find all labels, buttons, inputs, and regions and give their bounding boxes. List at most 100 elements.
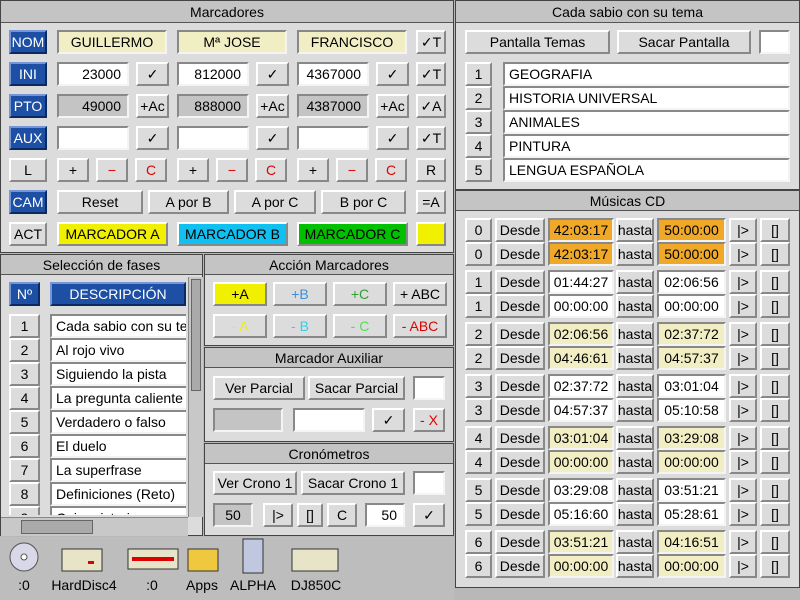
play-button[interactable]: |> xyxy=(729,294,757,318)
player-name-field[interactable]: FRANCISCO xyxy=(297,30,407,54)
track-button[interactable]: 0 xyxy=(465,242,492,266)
phase-number[interactable]: 3 xyxy=(9,362,40,386)
stop-button[interactable]: [] xyxy=(760,554,790,578)
score-field[interactable]: 888000 xyxy=(177,94,249,118)
score-field[interactable]: 23000 xyxy=(57,62,129,86)
horizontal-scrollbar[interactable] xyxy=(1,517,188,536)
play-button[interactable]: |> xyxy=(729,502,757,526)
track-button[interactable]: 4 xyxy=(465,426,492,450)
track-button[interactable]: 5 xyxy=(465,502,492,526)
end-time-field[interactable]: 00:00:00 xyxy=(657,450,726,474)
phase-number[interactable]: 8 xyxy=(9,482,40,506)
start-time-field[interactable]: 04:57:37 xyxy=(548,398,614,422)
adjust-button[interactable]: + xyxy=(177,158,209,182)
track-button[interactable]: 0 xyxy=(465,218,492,242)
aux-button[interactable]: ✓ xyxy=(372,408,405,432)
end-time-field[interactable]: 04:16:51 xyxy=(657,530,726,554)
action-button[interactable]: ✓A xyxy=(416,94,446,118)
phase-number[interactable]: 4 xyxy=(9,386,40,410)
play-button[interactable]: |> xyxy=(729,218,757,242)
icon-label[interactable]: :0 xyxy=(146,577,158,593)
phase-number[interactable]: 5 xyxy=(9,410,40,434)
track-button[interactable]: 1 xyxy=(465,294,492,318)
phase-field[interactable]: Verdadero o falso xyxy=(50,410,186,434)
topic-button[interactable]: Sacar Pantalla xyxy=(617,30,751,54)
active-score-button[interactable]: MARCADOR B xyxy=(177,222,288,246)
play-button[interactable]: |> xyxy=(729,270,757,294)
score-button[interactable]: +Ac xyxy=(376,94,409,118)
phase-number[interactable]: 7 xyxy=(9,458,40,482)
play-button[interactable]: |> xyxy=(729,374,757,398)
stop-button[interactable]: [] xyxy=(760,294,790,318)
icon-label[interactable]: DJ850C xyxy=(290,577,342,593)
score-field[interactable]: 812000 xyxy=(177,62,249,86)
phase-field[interactable]: Al rojo vivo xyxy=(50,338,186,362)
start-time-field[interactable]: 42:03:17 xyxy=(548,218,614,242)
stop-button[interactable]: [] xyxy=(760,242,790,266)
score-action-button[interactable]: +C xyxy=(333,282,387,306)
topic-number[interactable]: 2 xyxy=(465,86,492,110)
aux-button[interactable]: Sacar Parcial xyxy=(308,376,405,400)
adjust-button[interactable]: + xyxy=(57,158,89,182)
stop-button[interactable]: [] xyxy=(760,398,790,422)
end-time-field[interactable]: 50:00:00 xyxy=(657,218,726,242)
phase-field[interactable]: Cada sabio con su tema xyxy=(50,314,186,338)
end-time-field[interactable]: 03:51:21 xyxy=(657,478,726,502)
start-time-field[interactable]: 05:16:60 xyxy=(548,502,614,526)
track-button[interactable]: 5 xyxy=(465,478,492,502)
timer-button[interactable]: Ver Crono 1 xyxy=(213,471,297,495)
adjust-button[interactable]: C xyxy=(135,158,167,182)
adjust-button[interactable]: − xyxy=(96,158,128,182)
topic-field[interactable]: ANIMALES xyxy=(503,110,790,134)
action-button[interactable]: R xyxy=(416,158,446,182)
phase-field[interactable]: Caja misteriosa xyxy=(50,506,186,515)
score-action-button[interactable]: +A xyxy=(213,282,267,306)
end-time-field[interactable]: 00:00:00 xyxy=(657,554,726,578)
track-button[interactable]: 6 xyxy=(465,554,492,578)
phase-field[interactable]: El duelo xyxy=(50,434,186,458)
timer-value-field[interactable]: 50 xyxy=(365,503,405,527)
phase-number[interactable]: 9 xyxy=(9,506,40,515)
end-time-field[interactable]: 00:00:00 xyxy=(657,294,726,318)
start-time-field[interactable]: 04:46:61 xyxy=(548,346,614,370)
score-button[interactable]: ✓ xyxy=(376,62,409,86)
score-button[interactable]: ✓ xyxy=(256,126,289,150)
score-field[interactable] xyxy=(57,126,129,150)
adjust-button[interactable]: + xyxy=(297,158,329,182)
start-time-field[interactable]: 03:01:04 xyxy=(548,426,614,450)
track-button[interactable]: 6 xyxy=(465,530,492,554)
score-field[interactable]: 4387000 xyxy=(297,94,369,118)
timer-control[interactable]: |> xyxy=(263,503,293,527)
vertical-scrollbar[interactable] xyxy=(188,277,203,517)
phase-number[interactable]: 2 xyxy=(9,338,40,362)
start-time-field[interactable]: 00:00:00 xyxy=(548,554,614,578)
score-action-button[interactable]: + ABC xyxy=(393,282,447,306)
start-time-field[interactable]: 02:37:72 xyxy=(548,374,614,398)
end-time-field[interactable]: 02:06:56 xyxy=(657,270,726,294)
stop-button[interactable]: [] xyxy=(760,478,790,502)
timer-control[interactable]: [] xyxy=(297,503,323,527)
start-time-field[interactable]: 00:00:00 xyxy=(548,450,614,474)
track-button[interactable]: 2 xyxy=(465,322,492,346)
start-time-field[interactable]: 03:29:08 xyxy=(548,478,614,502)
timer-button[interactable]: ✓ xyxy=(413,503,445,527)
icon-label[interactable]: HardDisc4 xyxy=(51,577,117,593)
adjust-button[interactable]: − xyxy=(216,158,248,182)
adjust-button[interactable]: C xyxy=(255,158,287,182)
end-time-field[interactable]: 03:29:08 xyxy=(657,426,726,450)
phase-field[interactable]: La pregunta caliente xyxy=(50,386,186,410)
topic-number[interactable]: 5 xyxy=(465,158,492,182)
end-time-field[interactable]: 50:00:00 xyxy=(657,242,726,266)
icon-label[interactable]: Apps xyxy=(186,577,218,593)
topic-field[interactable]: HISTORIA UNIVERSAL xyxy=(503,86,790,110)
player-name-field[interactable]: GUILLERMO xyxy=(57,30,167,54)
stop-button[interactable]: [] xyxy=(760,450,790,474)
swap-button[interactable]: A por C xyxy=(234,190,316,214)
icon-label[interactable]: :0 xyxy=(18,577,30,593)
phase-field[interactable]: Siguiendo la pista xyxy=(50,362,186,386)
end-time-field[interactable]: 04:57:37 xyxy=(657,346,726,370)
topic-number[interactable]: 3 xyxy=(465,110,492,134)
action-button[interactable]: ✓T xyxy=(416,126,446,150)
timer-button[interactable]: Sacar Crono 1 xyxy=(301,471,405,495)
timer-start-field[interactable]: 50 xyxy=(213,503,253,527)
